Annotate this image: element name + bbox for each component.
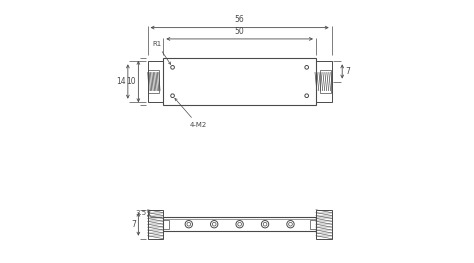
- Text: 10: 10: [127, 77, 136, 86]
- Text: 3.5: 3.5: [136, 210, 147, 216]
- Bar: [147, 210, 164, 239]
- Text: 56: 56: [235, 16, 245, 24]
- Bar: [164, 220, 169, 229]
- Text: 7: 7: [345, 67, 350, 76]
- Bar: [316, 210, 332, 239]
- Bar: [147, 62, 164, 102]
- Text: 50: 50: [235, 27, 245, 36]
- Bar: [310, 220, 316, 229]
- Bar: [316, 62, 332, 102]
- Text: 4-M2: 4-M2: [175, 98, 207, 128]
- Text: R1: R1: [152, 41, 171, 64]
- Bar: [164, 217, 316, 231]
- Text: 7: 7: [131, 220, 136, 229]
- Bar: [164, 58, 316, 105]
- Bar: [148, 70, 159, 93]
- Text: 14: 14: [116, 77, 126, 86]
- Bar: [320, 70, 331, 93]
